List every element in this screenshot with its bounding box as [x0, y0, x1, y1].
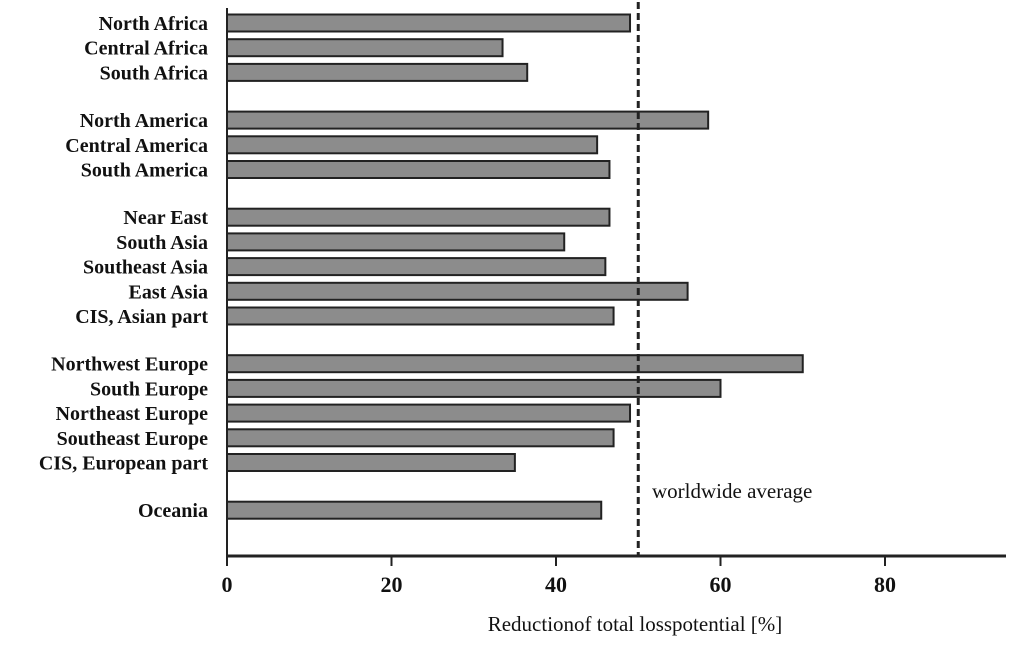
bars: [226, 13, 804, 520]
bar-northeast-europe: [226, 403, 632, 423]
bar-cis-asian-part: [226, 306, 615, 326]
bar-south-america: [226, 160, 611, 179]
category-label: East Asia: [129, 281, 208, 303]
category-label: South Africa: [100, 62, 208, 84]
bar-north-america: [226, 110, 710, 130]
x-tick-label: 40: [545, 572, 567, 597]
bar-north-africa: [226, 13, 632, 33]
bar-east-asia: [226, 281, 689, 301]
x-tick-label: 60: [710, 572, 732, 597]
bar-oceania: [226, 500, 603, 520]
x-tick-label: 80: [874, 572, 896, 597]
category-label: South Europe: [90, 378, 208, 400]
bar-south-europe: [226, 378, 722, 398]
category-label: South America: [81, 160, 208, 182]
category-label: Oceania: [138, 500, 208, 522]
bar-central-africa: [226, 38, 504, 58]
category-label: Southeast Europe: [57, 428, 208, 450]
category-label: Central America: [65, 135, 208, 157]
bar-south-asia: [226, 232, 566, 252]
bar-southeast-asia: [226, 257, 607, 277]
bar-northwest-europe: [226, 354, 804, 374]
x-axis-ticks: 0 20 40 60 80: [222, 556, 896, 597]
category-label: Near East: [123, 207, 208, 229]
category-label: CIS, European part: [39, 453, 208, 475]
bar-cis-european-part: [226, 453, 516, 472]
bar-south-africa: [226, 62, 529, 82]
category-label: Southeast Asia: [83, 257, 208, 279]
bar-southeast-europe: [226, 428, 615, 448]
bar-central-america: [226, 135, 599, 155]
x-tick-label: 20: [381, 572, 403, 597]
category-label: CIS, Asian part: [75, 306, 208, 328]
category-label: North Africa: [99, 13, 208, 35]
x-tick-label: 0: [222, 572, 233, 597]
category-label: Northwest Europe: [51, 354, 208, 376]
category-label: Central Africa: [84, 38, 208, 60]
worldwide-average-label: worldwide average: [652, 479, 812, 503]
x-axis-title: Reductionof total losspotential [%]: [488, 612, 783, 636]
category-label: Northeast Europe: [56, 403, 209, 425]
category-label: South Asia: [116, 232, 208, 254]
bar-near-east: [226, 207, 611, 227]
category-label: North America: [80, 110, 208, 132]
